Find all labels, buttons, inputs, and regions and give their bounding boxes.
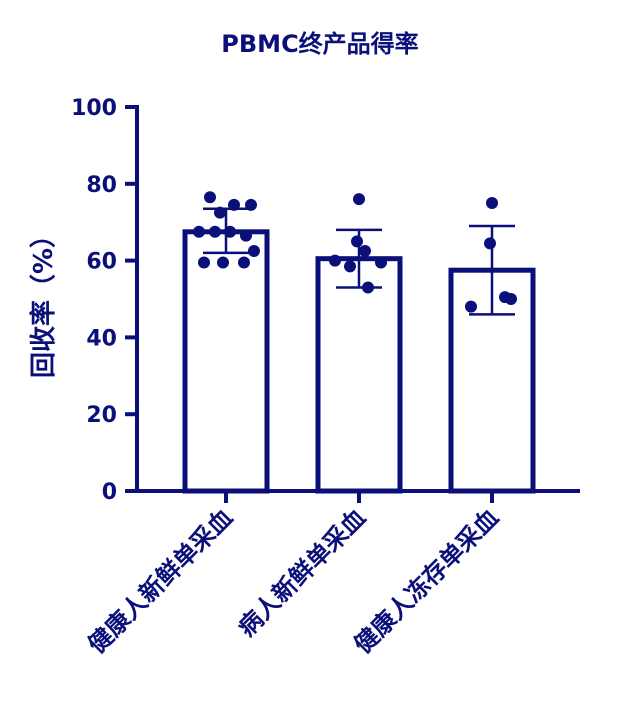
data-point	[228, 198, 240, 211]
data-point	[505, 293, 517, 305]
data-point	[465, 300, 477, 313]
data-point	[351, 235, 363, 248]
bar	[315, 256, 403, 494]
data-point	[375, 256, 387, 269]
data-point	[329, 254, 341, 267]
category-label: 健康人冻存单采血	[349, 503, 505, 659]
data-point	[248, 245, 260, 257]
bars	[182, 229, 536, 494]
category-label: 健康人新鲜单采血	[83, 503, 239, 659]
data-point	[238, 256, 250, 269]
data-point	[362, 281, 374, 294]
data-point	[486, 197, 498, 209]
data-point	[344, 260, 356, 273]
y-tick-label: 60	[86, 250, 117, 275]
data-point	[214, 206, 226, 219]
data-point	[209, 225, 221, 238]
y-axis: 0 20 40 60 80 100	[71, 96, 139, 505]
data-points	[193, 191, 517, 313]
y-tick-label: 80	[86, 173, 117, 198]
data-point	[240, 229, 252, 242]
data-point	[217, 256, 229, 269]
data-point	[224, 225, 236, 238]
data-point	[359, 245, 371, 257]
y-axis-label: 回收率（%）	[28, 222, 59, 378]
chart-title: PBMC终产品得率	[221, 30, 418, 58]
y-tick-label: 100	[71, 96, 117, 121]
data-point	[245, 198, 257, 211]
data-point	[484, 237, 496, 250]
bar	[182, 229, 270, 494]
y-tick-label: 0	[102, 480, 117, 505]
data-point	[353, 193, 365, 206]
category-label: 病人新鲜单采血	[233, 503, 372, 642]
y-tick-label: 20	[86, 403, 117, 428]
data-point	[193, 225, 205, 238]
data-point	[198, 256, 210, 269]
data-point	[204, 191, 216, 204]
y-tick-label: 40	[86, 326, 117, 351]
